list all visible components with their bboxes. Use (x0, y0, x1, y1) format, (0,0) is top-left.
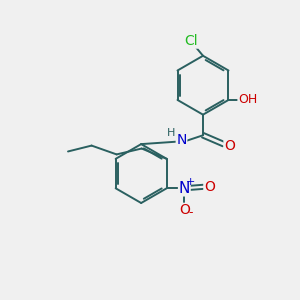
Text: O: O (224, 139, 235, 153)
Text: +: + (185, 177, 195, 187)
Text: N: N (176, 133, 187, 147)
Text: N: N (178, 181, 190, 196)
Text: -: - (189, 206, 193, 219)
Text: O: O (204, 180, 215, 194)
Text: Cl: Cl (184, 34, 198, 48)
Text: O: O (179, 203, 190, 218)
Text: H: H (167, 128, 176, 138)
Text: OH: OH (238, 93, 257, 106)
